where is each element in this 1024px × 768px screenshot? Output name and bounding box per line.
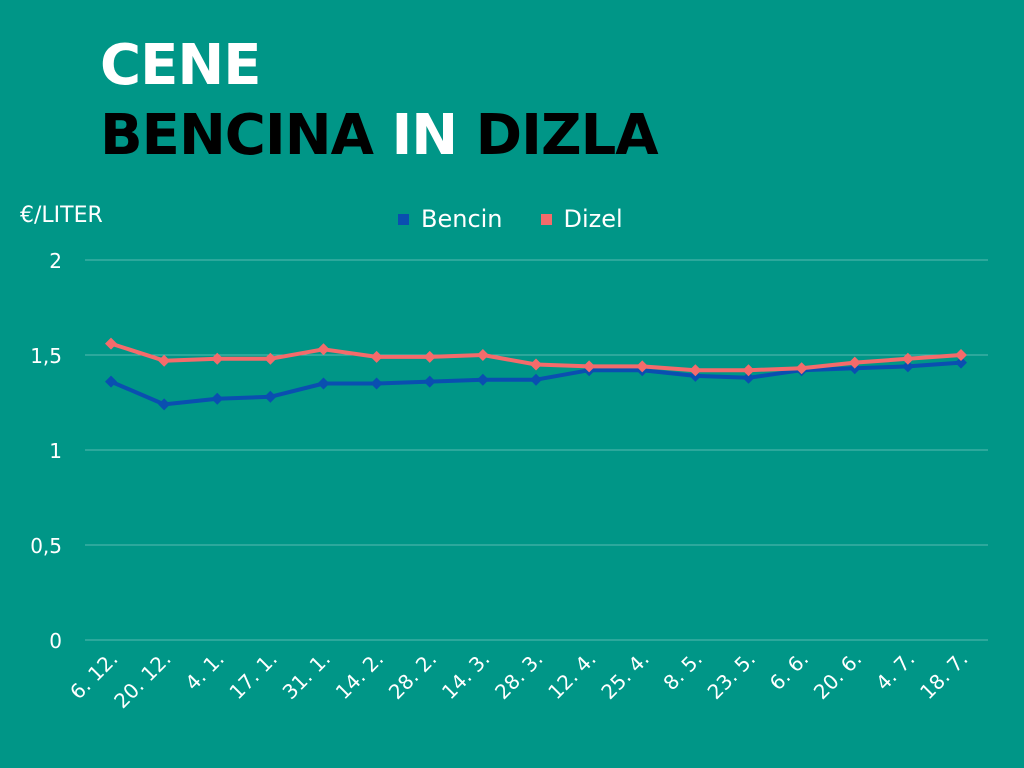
x-tick-label: 6. 6. (765, 647, 813, 695)
x-tick-label: 23. 5. (703, 647, 760, 704)
data-point-bencin (264, 390, 277, 403)
data-point-bencin (105, 375, 117, 388)
title-word: DIZLA (475, 103, 659, 168)
title-line-2: BENCINA IN DIZLA (100, 108, 659, 164)
x-tick-label: 12. 4. (543, 647, 600, 704)
data-point-dizel (423, 350, 436, 363)
data-point-dizel (476, 349, 489, 361)
data-point-dizel (848, 356, 861, 369)
y-tick-label: 0,5 (30, 534, 62, 558)
x-tick-label: 8. 5. (658, 647, 706, 695)
data-point-dizel (689, 364, 702, 377)
data-point-bencin (211, 392, 224, 405)
x-tick-label: 20. 6. (809, 647, 866, 704)
data-point-bencin (423, 375, 436, 388)
x-tick-label: 31. 1. (278, 647, 335, 704)
data-point-bencin (742, 371, 755, 384)
legend-item-bencin: Bencin (398, 205, 503, 233)
data-point-dizel (158, 354, 171, 367)
data-point-bencin (158, 398, 171, 411)
x-tick-label: 28. 3. (490, 647, 547, 704)
data-point-dizel (264, 352, 277, 365)
legend-label: Dizel (563, 205, 623, 233)
data-point-bencin (530, 373, 542, 386)
x-tick-label: 17. 1. (224, 647, 281, 704)
y-tick-label: 0 (49, 629, 62, 653)
x-tick-label: 18. 7. (915, 647, 972, 704)
y-tick-label: 2 (49, 249, 62, 273)
data-point-bencin (901, 360, 914, 373)
x-tick-label: 4. 1. (180, 647, 228, 695)
x-tick-label: 25. 4. (596, 647, 653, 704)
data-point-bencin (476, 373, 489, 386)
y-tick-label: 1 (49, 439, 62, 463)
data-point-bencin (317, 377, 330, 390)
data-point-dizel (317, 343, 330, 356)
data-point-dizel (583, 360, 596, 373)
legend-swatch (540, 213, 552, 225)
data-point-dizel (742, 364, 755, 377)
legend-label: Bencin (421, 205, 503, 233)
title-word: BENCINA (100, 103, 374, 168)
data-point-bencin (370, 377, 383, 390)
legend: Bencin Dizel (398, 205, 623, 233)
data-point-dizel (901, 352, 914, 365)
legend-item-dizel: Dizel (540, 205, 623, 233)
x-tick-label: 14. 3. (437, 647, 494, 704)
data-point-dizel (955, 349, 967, 361)
data-point-dizel (530, 358, 542, 371)
legend-swatch (398, 213, 409, 225)
x-tick-label: 28. 2. (384, 647, 441, 704)
y-axis-label: €/LITER (20, 203, 103, 228)
title-word: IN (391, 103, 458, 168)
data-point-dizel (370, 350, 383, 363)
data-point-dizel (636, 360, 649, 373)
title-line-1: CENE (100, 33, 261, 98)
data-point-dizel (795, 362, 808, 375)
data-point-dizel (105, 337, 117, 350)
y-tick-label: 1,5 (30, 344, 62, 368)
data-point-dizel (211, 352, 224, 365)
x-tick-label: 20. 12. (109, 647, 175, 713)
x-tick-label: 4. 7. (871, 647, 919, 695)
x-tick-label: 14. 2. (331, 647, 388, 704)
data-point-bencin (955, 356, 967, 369)
